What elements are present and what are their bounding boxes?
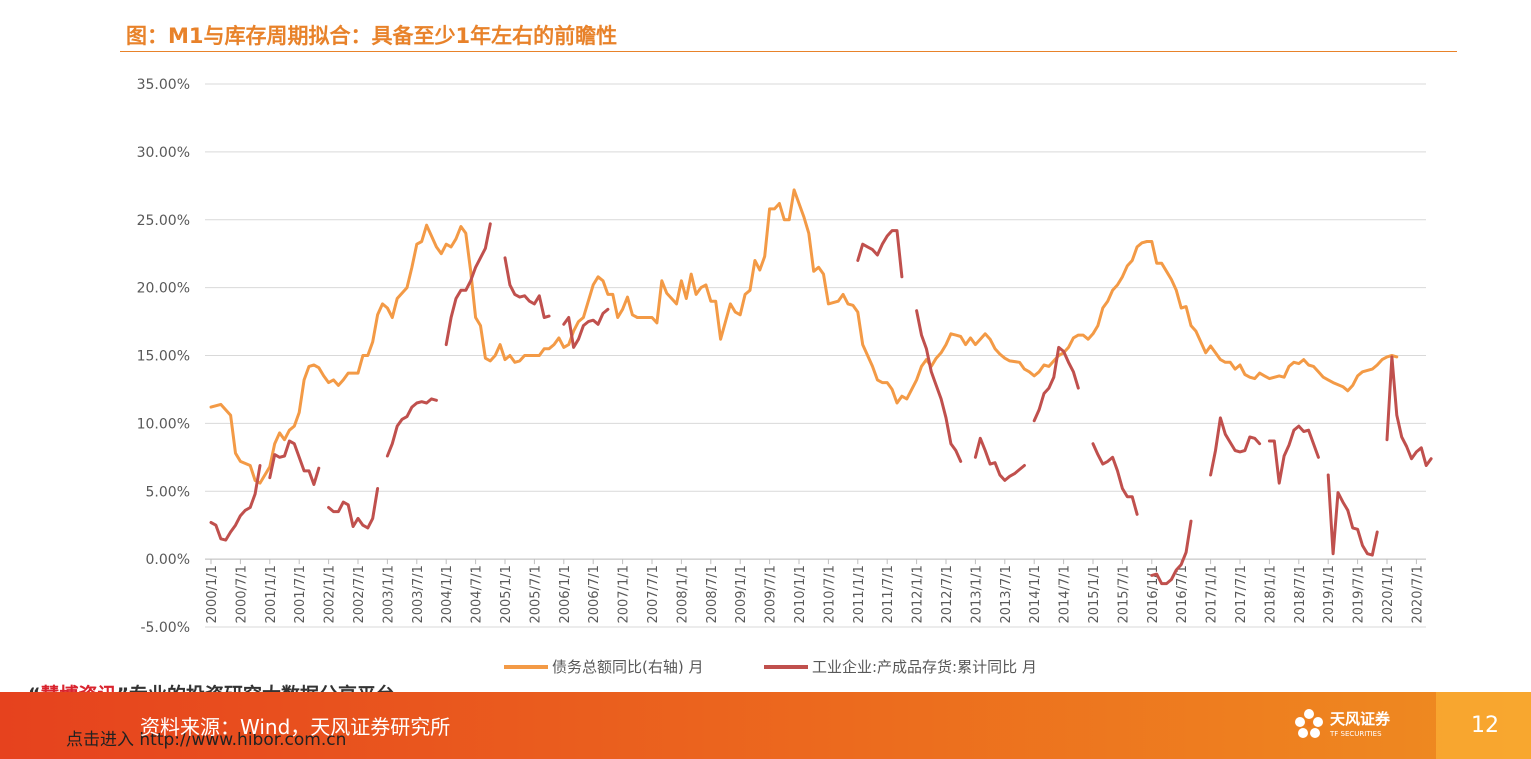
x-tick-label: 2011/1/1 bbox=[852, 565, 867, 623]
page-number: 12 bbox=[1471, 713, 1499, 738]
logo-sub: TF SECURITIES bbox=[1330, 730, 1382, 738]
x-tick-label: 2013/1/1 bbox=[969, 565, 984, 623]
series-line-inventory bbox=[973, 436, 1026, 482]
tf-securities-logo: 天风证券 TF SECURITIES bbox=[1292, 706, 1422, 746]
enter-url: http://www.hibor.com.cn bbox=[139, 730, 347, 750]
y-tick-label: 35.00% bbox=[137, 77, 190, 93]
x-tick-label: 2012/1/1 bbox=[911, 565, 926, 623]
legend-swatch-inventory bbox=[764, 664, 808, 669]
x-tick-label: 2007/1/1 bbox=[617, 565, 632, 623]
hibor-link[interactable]: 点击进入 http://www.hibor.com.cn bbox=[66, 725, 346, 750]
series-line-inventory bbox=[209, 464, 262, 542]
x-tick-label: 2017/1/1 bbox=[1205, 565, 1220, 623]
y-tick-label: 15.00% bbox=[137, 349, 190, 365]
x-tick-label: 2006/1/1 bbox=[558, 565, 573, 623]
x-tick-label: 2009/7/1 bbox=[764, 565, 779, 623]
x-tick-label: 2000/1/1 bbox=[205, 565, 220, 623]
x-tick-label: 2005/7/1 bbox=[528, 565, 543, 623]
source-note: 资料来源：Wind，天风证券研究所 bbox=[140, 715, 451, 739]
x-tick-label: 2020/7/1 bbox=[1410, 565, 1425, 623]
y-tick-label: 25.00% bbox=[137, 213, 190, 229]
x-tick-label: 2008/7/1 bbox=[705, 565, 720, 623]
x-tick-label: 2001/1/1 bbox=[264, 565, 279, 623]
flower-icon bbox=[1295, 709, 1323, 738]
x-tick-label: 2010/7/1 bbox=[822, 565, 837, 623]
x-tick-label: 2015/1/1 bbox=[1087, 565, 1102, 623]
x-tick-label: 2019/1/1 bbox=[1322, 565, 1337, 623]
series-line-inventory bbox=[856, 229, 904, 279]
x-tick-label: 2018/7/1 bbox=[1293, 565, 1308, 623]
x-tick-label: 2016/7/1 bbox=[1175, 565, 1190, 623]
y-tick-label: 10.00% bbox=[137, 416, 190, 432]
series-line-inventory bbox=[1209, 416, 1262, 477]
series-line-inventory bbox=[915, 309, 963, 463]
series-line-inventory bbox=[1150, 519, 1193, 586]
series-line-inventory bbox=[385, 397, 438, 458]
series-line-inventory bbox=[1091, 442, 1139, 516]
x-tick-label: 2014/7/1 bbox=[1058, 565, 1073, 623]
legend-label-inventory: 工业企业:产成品存货:累计同比 月 bbox=[812, 658, 1037, 676]
y-tick-label: 5.00% bbox=[146, 484, 190, 500]
series-line-inventory bbox=[503, 256, 551, 319]
page-number-box bbox=[1436, 692, 1531, 759]
x-tick-label: 2017/7/1 bbox=[1234, 565, 1249, 623]
footer-bar: 点击进入 http://www.hibor.com.cn 资料来源：Wind，天… bbox=[0, 692, 1531, 759]
series-line-inventory bbox=[268, 439, 321, 486]
y-tick-label: -5.00% bbox=[140, 620, 190, 636]
legend-swatch-debt bbox=[504, 664, 548, 669]
x-tick-label: 2007/7/1 bbox=[646, 565, 661, 623]
x-tick-label: 2012/7/1 bbox=[940, 565, 955, 623]
x-tick-label: 2010/1/1 bbox=[793, 565, 808, 623]
series-line-inventory bbox=[1267, 424, 1320, 485]
series-line-inventory bbox=[562, 307, 610, 349]
x-tick-label: 2009/1/1 bbox=[734, 565, 749, 623]
legend-label-debt: 债务总额同比(右轴) 月 bbox=[552, 658, 704, 676]
x-tick-label: 2004/1/1 bbox=[440, 565, 455, 623]
x-tick-label: 2019/7/1 bbox=[1352, 565, 1367, 623]
x-tick-label: 2016/1/1 bbox=[1146, 565, 1161, 623]
series-line-inventory bbox=[444, 222, 492, 347]
x-tick-label: 2011/7/1 bbox=[881, 565, 896, 623]
logo-name: 天风证券 bbox=[1330, 710, 1391, 728]
series-line-inventory bbox=[1385, 355, 1433, 467]
legend-inventory: 工业企业:产成品存货:累计同比 月 bbox=[764, 656, 1037, 677]
y-tick-label: 20.00% bbox=[137, 281, 190, 297]
enter-label: 点击进入 bbox=[66, 730, 134, 750]
series-line-inventory bbox=[1032, 345, 1080, 423]
x-tick-label: 2005/1/1 bbox=[499, 565, 514, 623]
x-tick-label: 2002/1/1 bbox=[323, 565, 338, 623]
x-tick-label: 2003/1/1 bbox=[381, 565, 396, 623]
x-tick-label: 2006/7/1 bbox=[587, 565, 602, 623]
x-tick-label: 2000/7/1 bbox=[234, 565, 249, 623]
title-rule bbox=[120, 51, 1457, 52]
series-line-inventory bbox=[1326, 473, 1379, 557]
x-tick-label: 2015/7/1 bbox=[1116, 565, 1131, 623]
x-tick-label: 2014/1/1 bbox=[1028, 565, 1043, 623]
x-tick-label: 2004/7/1 bbox=[470, 565, 485, 623]
series-line-inventory bbox=[327, 487, 380, 530]
page-title: 图：M1与库存周期拟合：具备至少1年左右的前瞻性 bbox=[126, 24, 618, 48]
x-tick-label: 2013/7/1 bbox=[999, 565, 1014, 623]
line-chart: 35.00% 30.00% 25.00% 20.00% 15.00% 10.00% 5.00… bbox=[137, 77, 1433, 636]
x-tick-label: 2008/1/1 bbox=[675, 565, 690, 623]
x-tick-label: 2002/7/1 bbox=[352, 565, 367, 623]
y-tick-label: 30.00% bbox=[137, 145, 190, 161]
legend-debt: 债务总额同比(右轴) 月 bbox=[504, 656, 703, 677]
x-tick-label: 2003/7/1 bbox=[411, 565, 426, 623]
series-line-debt bbox=[209, 188, 1399, 485]
x-tick-label: 2001/7/1 bbox=[293, 565, 308, 623]
x-tick-label: 2020/1/1 bbox=[1381, 565, 1396, 623]
y-tick-label: 0.00% bbox=[146, 552, 190, 568]
x-tick-label: 2018/1/1 bbox=[1263, 565, 1278, 623]
